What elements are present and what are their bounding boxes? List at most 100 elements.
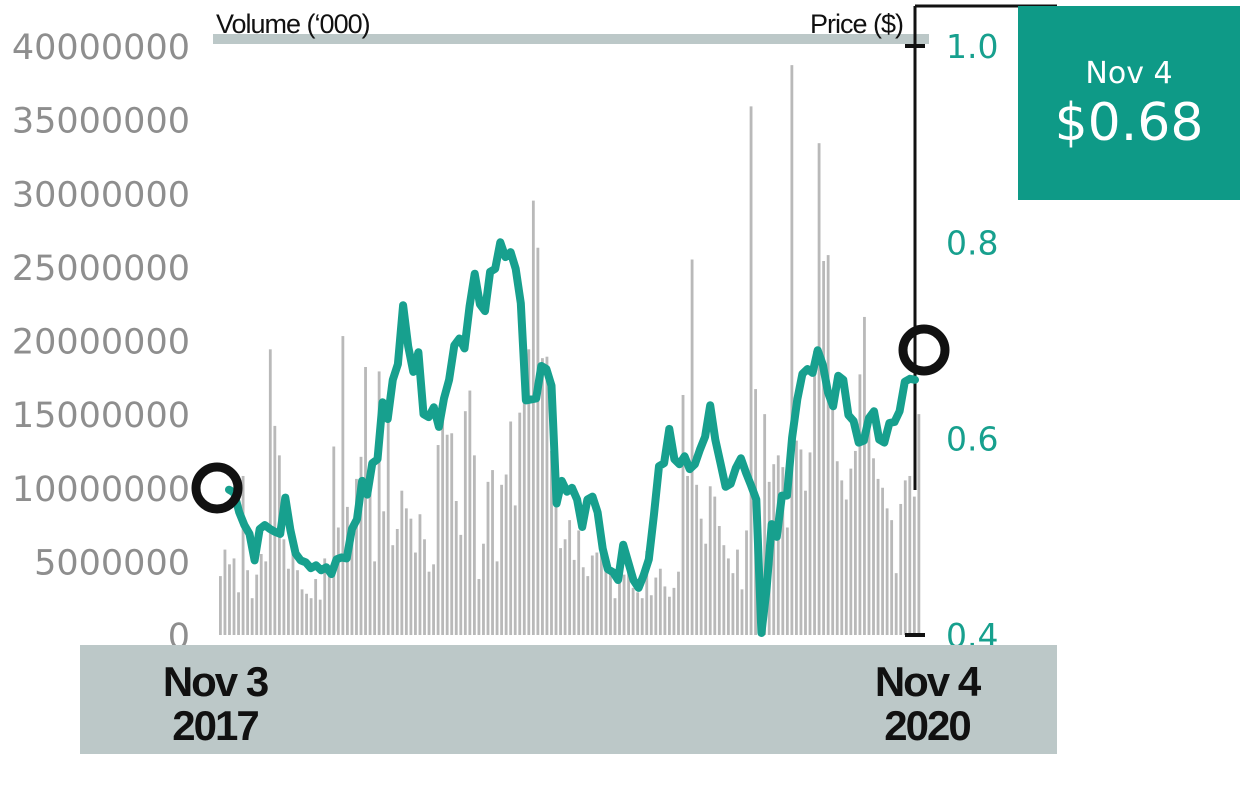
volume-bar bbox=[640, 598, 644, 635]
volume-bar bbox=[736, 549, 739, 635]
volume-bar bbox=[822, 260, 826, 635]
volume-bar bbox=[445, 434, 449, 635]
volume-bar bbox=[658, 568, 662, 635]
volume-bar bbox=[749, 106, 753, 636]
volume-bar bbox=[686, 475, 689, 635]
volume-bars bbox=[219, 65, 921, 636]
volume-bar bbox=[350, 533, 354, 635]
volume-bar bbox=[890, 520, 894, 635]
x-start-year: 2017 bbox=[172, 702, 259, 749]
volume-bar bbox=[450, 433, 454, 635]
volume-bar bbox=[881, 487, 884, 635]
volume-bar bbox=[541, 358, 544, 635]
volume-bar bbox=[314, 579, 318, 635]
volume-tick-label: 30000000 bbox=[12, 175, 190, 215]
price-tick-label: 0.6 bbox=[946, 420, 998, 459]
volume-bar bbox=[817, 143, 821, 635]
x-end-year: 2020 bbox=[884, 702, 971, 749]
price-tick-labels: 0.40.60.81.0 bbox=[946, 27, 998, 655]
volume-bar bbox=[332, 446, 336, 635]
volume-bar bbox=[627, 565, 630, 635]
volume-bar bbox=[572, 559, 576, 635]
volume-bar bbox=[404, 508, 408, 635]
volume-bar bbox=[545, 356, 549, 635]
volume-bar bbox=[826, 255, 830, 635]
volume-bar bbox=[309, 598, 313, 635]
volume-bar bbox=[649, 595, 653, 635]
volume-tick-label: 35000000 bbox=[12, 102, 190, 142]
volume-bar bbox=[731, 573, 735, 635]
volume-bar bbox=[577, 530, 581, 635]
volume-bar bbox=[246, 570, 250, 635]
volume-bar bbox=[763, 414, 767, 636]
volume-bar bbox=[382, 511, 386, 635]
volume-bar bbox=[808, 452, 812, 635]
volume-bar bbox=[454, 501, 458, 635]
volume-bar bbox=[903, 480, 907, 635]
volume-bar bbox=[722, 545, 726, 635]
x-end-date: Nov 4 bbox=[874, 658, 981, 705]
volume-bar bbox=[536, 247, 540, 636]
volume-bar bbox=[726, 558, 730, 635]
volume-bar bbox=[391, 545, 395, 635]
volume-bar bbox=[386, 417, 390, 635]
volume-bar bbox=[250, 598, 254, 635]
volume-bar bbox=[486, 481, 490, 635]
volume-bar bbox=[844, 499, 848, 635]
volume-bar bbox=[509, 421, 513, 635]
volume-bar bbox=[681, 394, 685, 635]
volume-bar bbox=[636, 592, 640, 635]
volume-bar bbox=[305, 593, 308, 635]
volume-tick-label: 5000000 bbox=[34, 543, 190, 583]
volume-bar bbox=[745, 530, 748, 635]
volume-bar bbox=[609, 573, 612, 635]
volume-bar bbox=[581, 567, 585, 635]
volume-bar bbox=[463, 411, 467, 635]
volume-bar bbox=[776, 455, 780, 635]
volume-bar bbox=[708, 486, 712, 635]
volume-bar bbox=[622, 574, 626, 635]
price-tick-label: 0.8 bbox=[946, 223, 998, 262]
volume-bar bbox=[441, 394, 445, 635]
volume-bar bbox=[559, 548, 562, 635]
volume-bar bbox=[785, 527, 789, 635]
volume-bar bbox=[318, 599, 322, 635]
price-line bbox=[225, 238, 919, 637]
volume-bar bbox=[790, 65, 794, 635]
volume-bar bbox=[813, 350, 816, 635]
volume-bar bbox=[613, 598, 617, 635]
volume-bar bbox=[477, 579, 481, 635]
volume-bar bbox=[704, 543, 708, 635]
volume-bar bbox=[618, 556, 621, 635]
volume-bar bbox=[912, 496, 916, 635]
volume-bar bbox=[599, 542, 603, 635]
volume-bar bbox=[840, 480, 844, 635]
volume-bar bbox=[518, 412, 522, 635]
volume-bar bbox=[268, 349, 272, 635]
volume-bar bbox=[418, 514, 422, 635]
volume-bar bbox=[899, 503, 903, 635]
volume-bar bbox=[595, 552, 599, 635]
volume-tick-label: 15000000 bbox=[12, 396, 190, 436]
volume-bar bbox=[531, 200, 535, 636]
volume-bar bbox=[604, 561, 608, 636]
volume-bar bbox=[459, 534, 463, 635]
volume-bar bbox=[355, 478, 358, 635]
volume-bar bbox=[699, 518, 703, 635]
volume-tick-label: 40000000 bbox=[12, 28, 190, 68]
volume-bar bbox=[804, 490, 807, 635]
volume-bar bbox=[849, 468, 853, 635]
volume-bar bbox=[468, 390, 472, 635]
volume-bar bbox=[409, 518, 413, 635]
volume-bar bbox=[563, 539, 567, 635]
volume-bar bbox=[472, 455, 476, 635]
volume-bar bbox=[858, 374, 862, 635]
volume-bar bbox=[872, 458, 875, 635]
callout-date: Nov 4 bbox=[1085, 56, 1173, 91]
volume-bar bbox=[400, 490, 404, 635]
volume-bar bbox=[713, 496, 717, 635]
volume-bar bbox=[513, 505, 517, 635]
volume-bar bbox=[482, 543, 485, 635]
x-axis-band bbox=[80, 645, 1057, 754]
